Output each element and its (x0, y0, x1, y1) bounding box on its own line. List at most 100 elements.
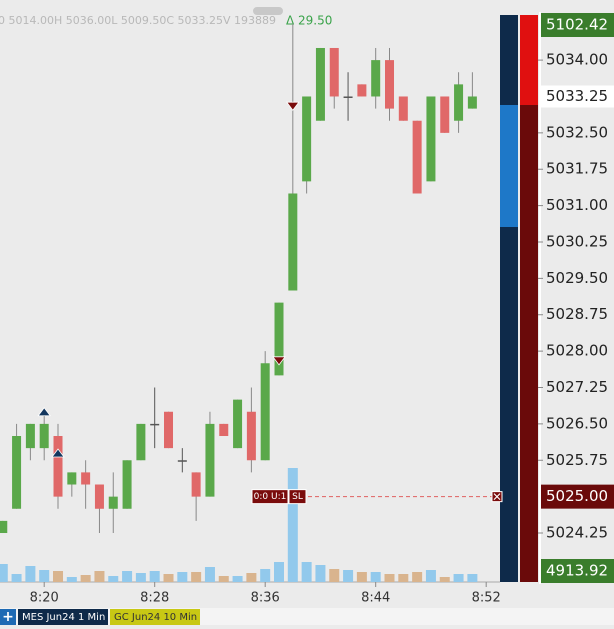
volume-bar (453, 574, 464, 582)
candle-body (426, 96, 436, 182)
candle-body (94, 484, 104, 509)
bottom-label: 4913.92 (546, 562, 608, 580)
ladder-bid (500, 15, 518, 582)
candle-body (440, 96, 450, 133)
candle-body (233, 399, 243, 449)
x-tick-label: 8:20 (30, 591, 59, 606)
candle-body (25, 423, 35, 449)
candle-body (67, 472, 77, 485)
volume-bar (122, 571, 133, 582)
y-tick-label: 5034.00 (546, 51, 608, 69)
x-tick-label: 8:28 (140, 591, 169, 606)
candle-body (246, 411, 256, 461)
candle-body (343, 96, 353, 98)
candle-body (53, 436, 63, 497)
candle-body (357, 84, 367, 97)
add-icon[interactable]: + (2, 609, 14, 625)
x-tick-label: 8:36 (251, 591, 280, 606)
candle-body (274, 302, 284, 376)
stop-price-box (541, 484, 614, 509)
tab-label[interactable]: GC Jun24 10 Min (114, 612, 197, 623)
volume-bar (0, 564, 8, 582)
candle-body (108, 496, 118, 509)
last-price: 5033.25 (546, 87, 608, 105)
header-stats: 0 5014.00H 5036.00L 5009.50C 5033.25V 19… (0, 14, 276, 27)
trade-marker (286, 101, 300, 111)
scroll-handle[interactable] (253, 7, 283, 15)
volume-bar (191, 572, 202, 582)
volume-bar (149, 571, 160, 582)
top-label-box (541, 13, 614, 37)
candle-body (191, 472, 201, 497)
candle-body (205, 423, 215, 497)
candle-body (385, 60, 395, 109)
candle-body (12, 436, 22, 509)
tab[interactable] (110, 609, 200, 625)
volume-bar (135, 573, 146, 582)
last-price-box (541, 85, 614, 108)
candle-body (219, 423, 229, 437)
y-tick-label: 5028.00 (546, 342, 608, 360)
candle-body (467, 96, 477, 109)
volume-bar (177, 572, 188, 582)
volume-bar (412, 572, 423, 582)
candle-body (122, 460, 132, 509)
volume-bar (356, 572, 367, 582)
volume-bar (11, 574, 22, 582)
x-tick-label: 8:44 (361, 591, 390, 606)
volume-bar (246, 573, 257, 582)
volume-bar (163, 574, 174, 582)
volume-bar (108, 576, 119, 582)
stop-cancel-icon (493, 493, 501, 501)
volume-bar (94, 571, 105, 582)
candle-body (81, 472, 91, 485)
candle-body (315, 47, 325, 121)
y-tick-label: 5025.75 (546, 451, 608, 469)
candle-body (260, 363, 270, 461)
volume-bar (315, 565, 326, 582)
volume-bar (53, 571, 64, 582)
volume-bar (287, 468, 298, 582)
tab-label[interactable]: MES Jun24 1 Min (22, 612, 105, 623)
top-label: 5102.42 (546, 16, 608, 34)
volume-bar (329, 569, 340, 582)
ladder-bid-active (500, 105, 518, 227)
y-tick-label: 5031.75 (546, 160, 608, 178)
candle-body (329, 47, 339, 97)
volume-bar (25, 566, 36, 582)
y-tick-label: 5030.25 (546, 232, 608, 250)
volume-bar (204, 567, 215, 582)
candle-body (136, 423, 146, 461)
y-tick-label: 5031.00 (546, 196, 608, 214)
y-tick-label: 5032.50 (546, 123, 608, 141)
volume-bar (370, 572, 381, 582)
candle-body (288, 193, 298, 291)
trade-marker (37, 407, 51, 417)
candle-body (150, 423, 160, 426)
ladder-ask (520, 15, 538, 582)
volume-bar (218, 576, 229, 582)
stop-tag: 0:0 U:1 (254, 492, 287, 502)
candle-body (302, 96, 312, 182)
change: Δ 29.50 (286, 14, 332, 28)
volume-bar (301, 562, 312, 582)
x-tick-label: 8:52 (472, 591, 501, 606)
trade-marker (272, 356, 286, 366)
bottom-label-box (541, 559, 614, 583)
trade-marker (51, 448, 65, 458)
candle-body (164, 411, 174, 449)
stop-tag-box (251, 489, 289, 505)
volume-bar (232, 576, 243, 582)
stop-type: SL (292, 492, 303, 502)
volume-bar (384, 574, 395, 582)
volume-bar (425, 570, 436, 582)
candle-body (0, 520, 8, 534)
candle-body (39, 423, 49, 449)
add-tab[interactable] (0, 609, 16, 625)
candle-body (177, 460, 187, 462)
tab[interactable] (18, 609, 108, 625)
y-tick-label: 5024.25 (546, 524, 608, 542)
volume-bar (66, 577, 77, 582)
